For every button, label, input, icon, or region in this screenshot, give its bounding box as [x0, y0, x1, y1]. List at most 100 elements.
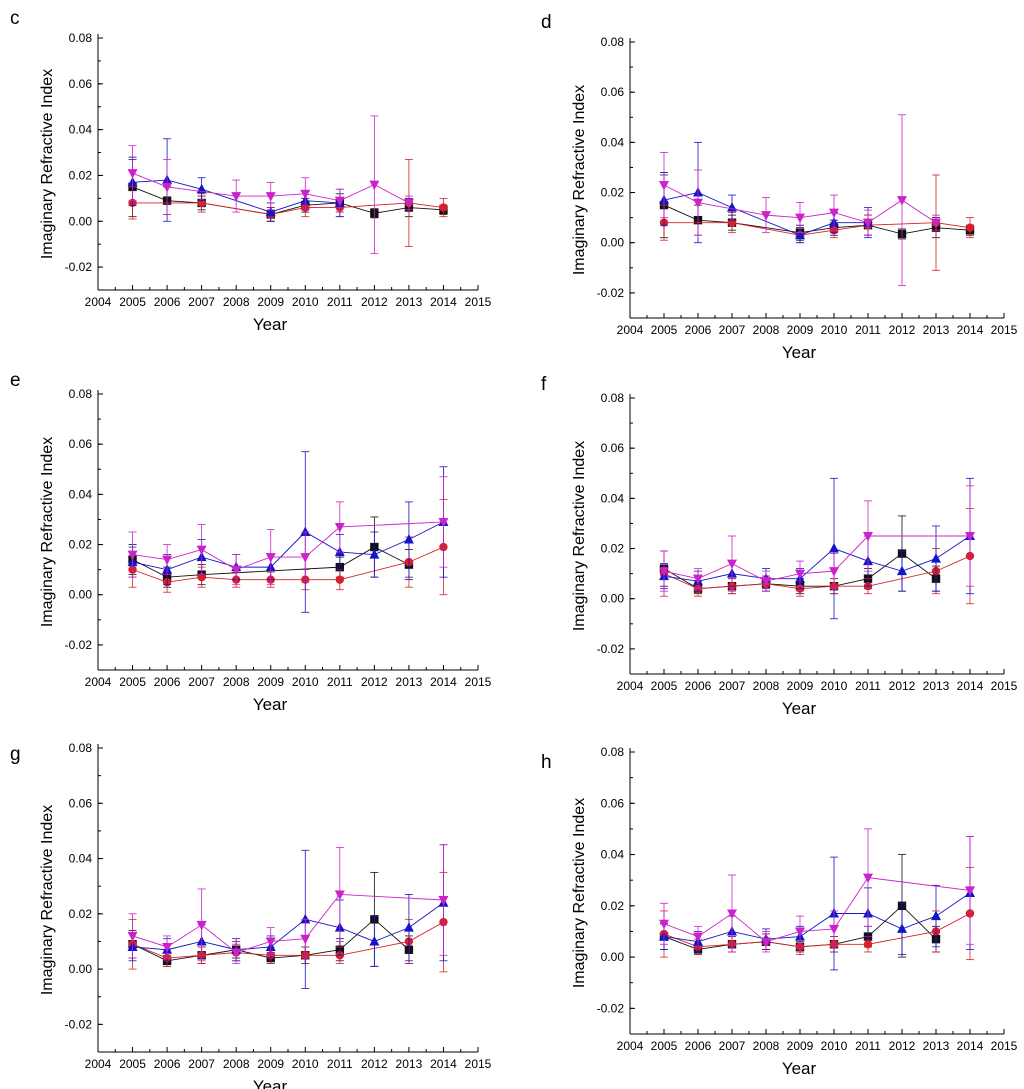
series-line-magenta — [132, 172, 410, 204]
x-tick-label: 2011 — [327, 295, 353, 309]
data-point — [727, 559, 737, 570]
x-axis-label: Year — [782, 1059, 817, 1078]
x-tick-label: 2015 — [465, 675, 492, 689]
data-point — [265, 937, 276, 947]
x-tick-label: 2015 — [991, 323, 1018, 337]
x-tick-label: 2012 — [361, 1057, 388, 1071]
y-tick-label: 0.08 — [69, 387, 93, 401]
x-tick-label: 2012 — [889, 323, 916, 337]
y-tick-label: -0.02 — [65, 260, 93, 274]
panel-label: e — [10, 370, 21, 391]
y-tick-label: 0.04 — [601, 848, 625, 862]
panel-label: f — [541, 374, 547, 395]
y-tick-label: -0.02 — [597, 642, 625, 656]
x-tick-label: 2010 — [821, 323, 848, 337]
data-point — [863, 873, 873, 884]
data-point — [300, 189, 311, 200]
data-point — [761, 577, 771, 587]
series-line-black — [663, 204, 971, 235]
data-point — [897, 565, 907, 576]
series-line-blue — [663, 535, 971, 582]
data-point — [659, 919, 669, 930]
y-tick-label: 0.04 — [69, 852, 93, 866]
y-tick-label: 0.06 — [69, 437, 93, 451]
y-axis-label: Imaginary Refractive Index — [39, 437, 56, 627]
y-axis-label: Imaginary Refractive Index — [39, 805, 56, 995]
y-tick-label: 0.02 — [69, 538, 93, 552]
x-tick-label: 2010 — [292, 295, 319, 309]
data-point — [693, 574, 703, 585]
x-tick-label: 2011 — [855, 1039, 881, 1053]
data-point — [931, 218, 941, 229]
series-line-magenta — [132, 894, 444, 954]
y-tick-label: 0.06 — [69, 77, 93, 91]
x-tick-label: 2004 — [85, 295, 112, 309]
y-tick-label: 0.02 — [601, 899, 625, 913]
y-axis-label: Imaginary Refractive Index — [571, 85, 588, 275]
data-point — [727, 909, 737, 920]
data-point — [727, 202, 737, 212]
y-tick-label: 0.08 — [69, 31, 93, 45]
x-tick-label: 2004 — [617, 323, 644, 337]
data-point — [965, 532, 975, 542]
y-tick-label: 0.00 — [69, 588, 93, 602]
x-tick-label: 2010 — [292, 675, 319, 689]
data-point — [265, 206, 276, 217]
x-tick-label: 2009 — [787, 1039, 814, 1053]
y-tick-label: 0.04 — [601, 135, 625, 149]
data-point — [127, 931, 138, 942]
x-tick-label: 2014 — [430, 1057, 457, 1071]
series-red — [128, 159, 448, 247]
x-tick-label: 2011 — [327, 675, 353, 689]
x-tick-label: 2013 — [396, 1057, 423, 1071]
series-black — [128, 156, 448, 222]
y-tick-label: -0.02 — [65, 1017, 93, 1031]
y-axis-label: Imaginary Refractive Index — [39, 69, 56, 259]
data-point — [965, 223, 975, 232]
x-tick-label: 2013 — [396, 295, 423, 309]
x-tick-label: 2013 — [923, 679, 950, 693]
x-tick-label: 2008 — [753, 679, 780, 693]
x-tick-label: 2006 — [154, 295, 181, 309]
data-point — [231, 948, 242, 959]
x-tick-label: 2007 — [719, 679, 746, 693]
x-tick-label: 2009 — [257, 295, 284, 309]
x-tick-label: 2010 — [292, 1057, 319, 1071]
x-tick-label: 2004 — [617, 679, 644, 693]
data-point — [659, 567, 669, 577]
y-tick-label: 0.02 — [69, 907, 93, 921]
data-point — [162, 942, 173, 953]
data-point — [197, 572, 206, 582]
data-point — [231, 192, 242, 202]
y-tick-label: -0.02 — [597, 1001, 625, 1015]
data-point — [795, 569, 805, 580]
data-point — [863, 532, 873, 542]
data-point — [693, 932, 703, 943]
data-point — [335, 575, 345, 584]
data-point — [829, 543, 839, 553]
data-point — [403, 198, 414, 209]
data-point — [931, 910, 941, 921]
x-tick-label: 2007 — [188, 295, 215, 309]
data-point — [829, 208, 839, 219]
x-tick-label: 2008 — [753, 323, 780, 337]
x-tick-label: 2009 — [257, 1057, 284, 1071]
x-tick-label: 2005 — [119, 295, 146, 309]
data-point — [265, 553, 276, 563]
y-tick-label: 0.04 — [69, 487, 93, 501]
data-point — [231, 565, 242, 576]
y-tick-label: 0.02 — [601, 186, 625, 200]
data-point — [439, 203, 448, 212]
series-red — [659, 507, 975, 605]
y-tick-label: 0.08 — [601, 391, 625, 405]
x-tick-label: 2007 — [719, 1039, 746, 1053]
x-tick-label: 2005 — [119, 1057, 146, 1071]
x-tick-label: 2009 — [787, 323, 814, 337]
data-point — [795, 213, 805, 224]
data-point — [863, 218, 873, 229]
panel-label: c — [10, 8, 20, 29]
y-tick-label: -0.02 — [597, 286, 625, 300]
series-line-magenta — [663, 535, 970, 582]
series-blue — [659, 836, 975, 971]
